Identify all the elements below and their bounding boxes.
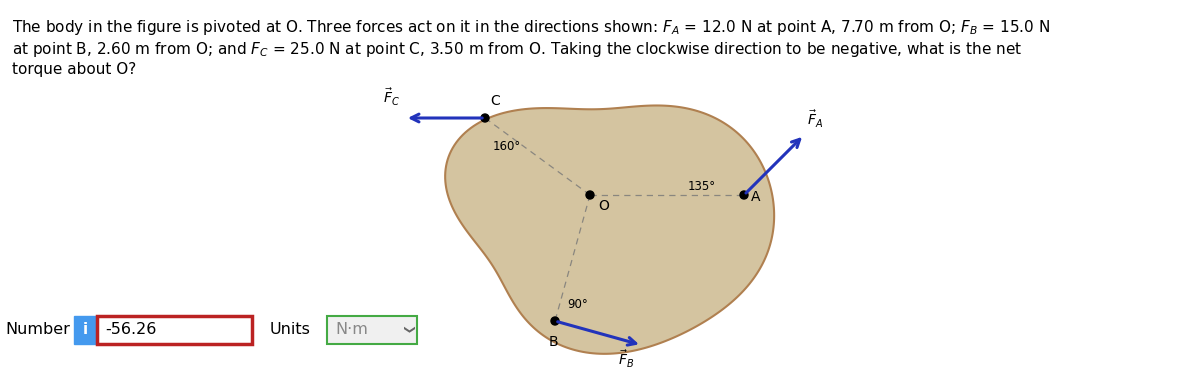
Text: $\vec{F}_C$: $\vec{F}_C$ — [383, 87, 401, 108]
Text: A: A — [751, 190, 761, 204]
Text: 160°: 160° — [493, 140, 521, 153]
Circle shape — [481, 114, 489, 122]
Text: N·m: N·m — [335, 322, 367, 337]
Bar — [73, 316, 96, 344]
Text: -56.26: -56.26 — [105, 322, 156, 337]
Text: $\vec{F}_A$: $\vec{F}_A$ — [807, 109, 824, 130]
Circle shape — [739, 191, 748, 199]
Bar — [327, 316, 417, 344]
Polygon shape — [446, 106, 774, 354]
Text: 90°: 90° — [566, 298, 588, 311]
Bar — [97, 316, 252, 344]
Text: $\vec{F}_B$: $\vec{F}_B$ — [617, 349, 634, 370]
Circle shape — [587, 191, 594, 199]
Text: 135°: 135° — [687, 180, 716, 193]
Text: B: B — [549, 335, 558, 349]
Text: ❯: ❯ — [402, 325, 412, 335]
Text: torque about O?: torque about O? — [12, 62, 136, 77]
Text: Number: Number — [5, 322, 70, 337]
Text: The body in the figure is pivoted at O. Three forces act on it in the directions: The body in the figure is pivoted at O. … — [12, 18, 1050, 37]
Text: i: i — [83, 322, 88, 337]
Text: O: O — [598, 199, 609, 213]
Text: Units: Units — [270, 322, 310, 337]
Circle shape — [551, 317, 559, 325]
Text: at point B, 2.60 m from O; and $F_C$ = 25.0 N at point C, 3.50 m from O. Taking : at point B, 2.60 m from O; and $F_C$ = 2… — [12, 40, 1023, 59]
Text: C: C — [491, 94, 500, 108]
